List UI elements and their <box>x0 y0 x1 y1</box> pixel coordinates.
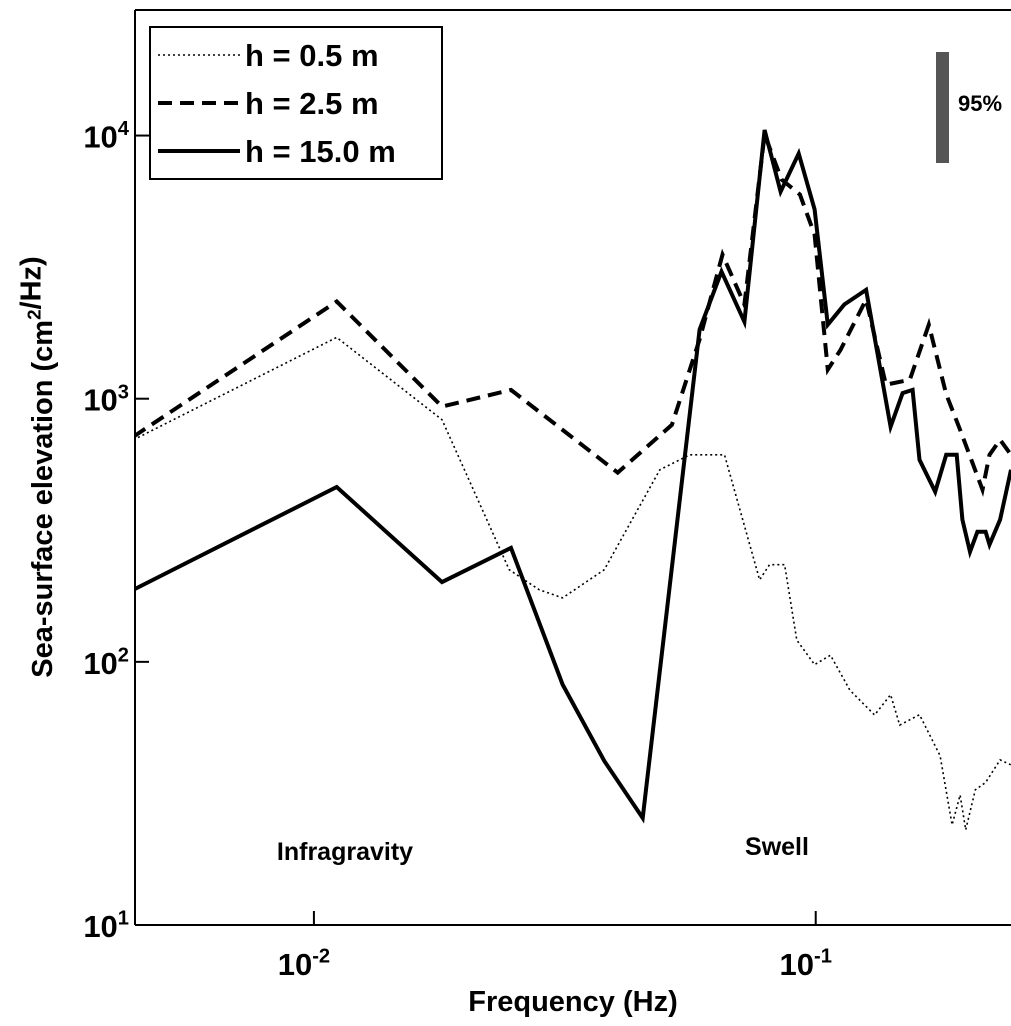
y-tick-label: 101 <box>83 908 129 944</box>
y-tick-label: 103 <box>83 381 129 417</box>
series-line <box>135 336 1011 830</box>
y-tick-label: 102 <box>83 644 129 680</box>
x-tick-label: 10-1 <box>780 946 832 982</box>
legend-label: h = 2.5 m <box>245 86 379 121</box>
legend-label: h = 0.5 m <box>245 38 379 73</box>
series-line <box>135 129 1011 824</box>
legend-box <box>149 26 443 180</box>
x-axis-label: Frequency (Hz) <box>468 986 677 1018</box>
series-line <box>135 133 1011 497</box>
confidence-bar <box>936 52 949 163</box>
annotation: 95% <box>958 91 1002 116</box>
y-axis-label: Sea-surface elevation (cm2/Hz) <box>15 256 59 677</box>
annotation: Infragravity <box>277 838 413 866</box>
x-tick-label: 10-2 <box>278 946 330 982</box>
plot-area <box>135 129 1011 830</box>
y-tick-label: 104 <box>83 118 129 154</box>
legend-label: h = 15.0 m <box>245 134 396 169</box>
annotation: Swell <box>745 833 809 861</box>
legend: h = 0.5 m h = 2.5 m h = 15.0 m <box>149 26 443 180</box>
